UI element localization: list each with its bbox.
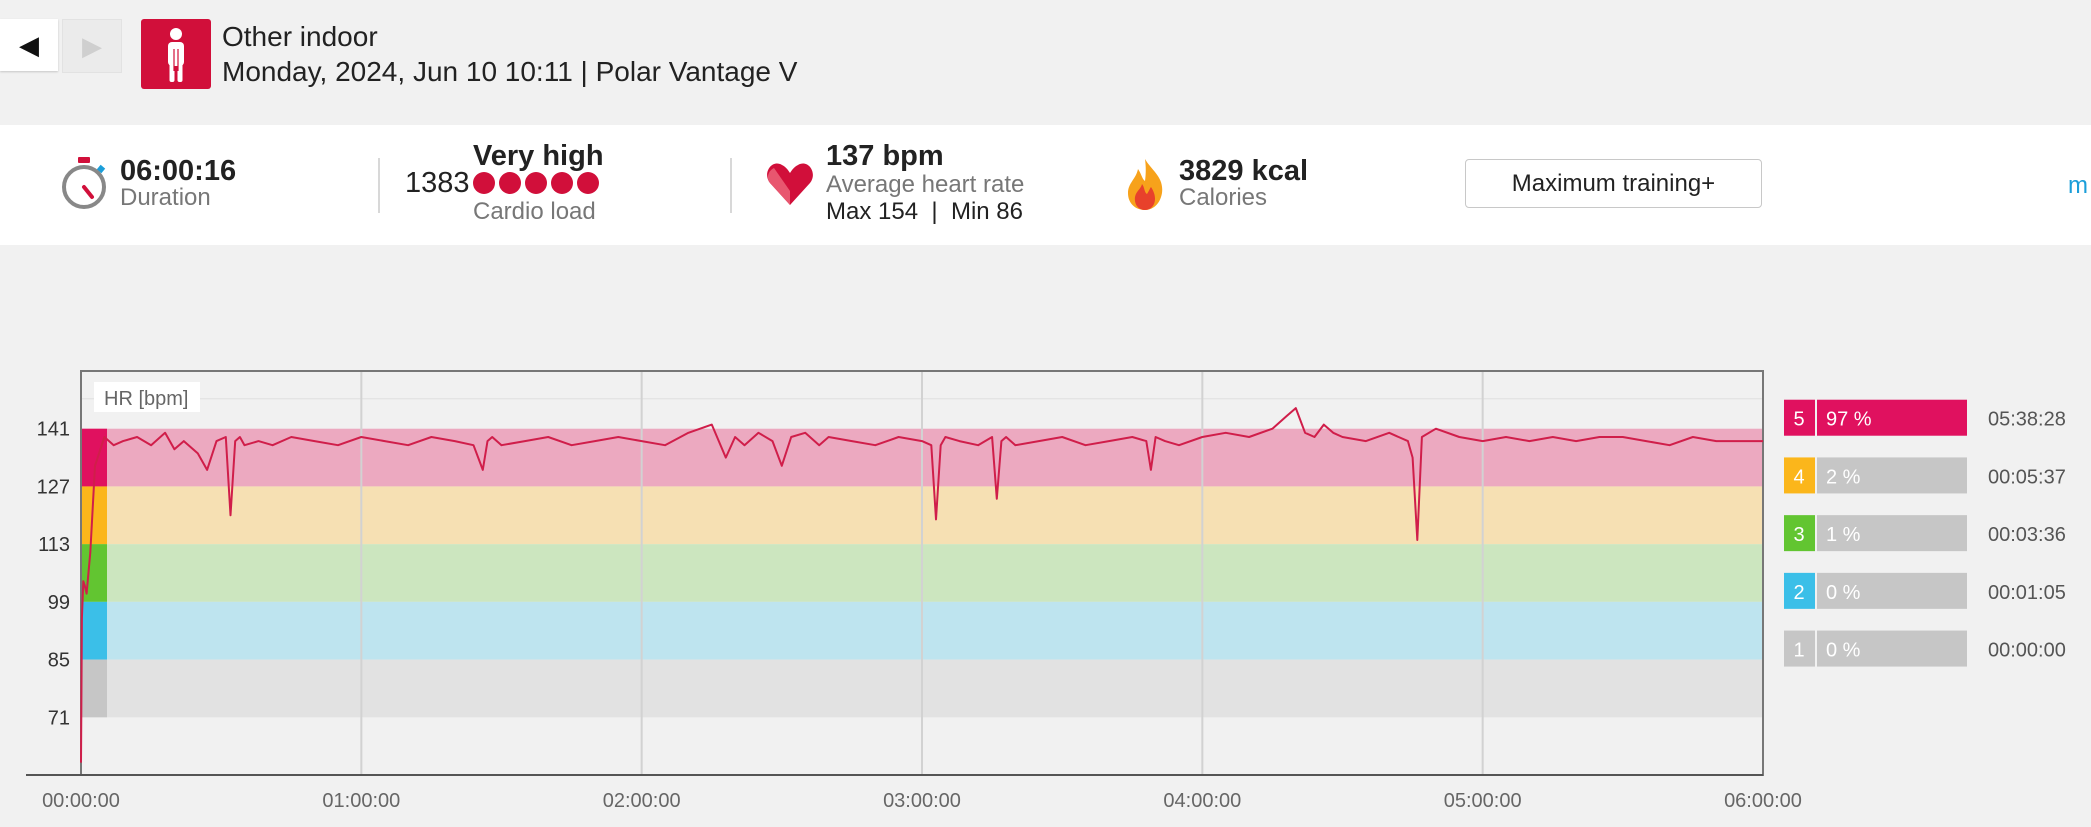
zone-strip-1 [81, 659, 107, 718]
zone-legend-chip-5 [1784, 399, 1815, 436]
cardio-dot [551, 172, 573, 194]
session-subtitle: Monday, 2024, Jun 10 10:11 | Polar Vanta… [222, 56, 798, 87]
calories-value: 3829 kcal [1179, 155, 1309, 187]
next-button[interactable]: ▶ [62, 19, 122, 73]
avg-hr-value: 137 bpm [826, 140, 944, 172]
x-tick-label: 03:00:00 [883, 790, 961, 812]
zone-legend-chip-4 [1784, 457, 1815, 494]
sport-badge [141, 19, 211, 89]
summary-bar: 06:00:16 Duration Very high 1383 Cardio … [0, 125, 2091, 245]
y-tick-label: 99 [48, 592, 70, 614]
zone-percent: 97 % [1826, 409, 1872, 431]
zone-percent: 0 % [1826, 640, 1861, 662]
zone-legend-chip-1 [1784, 630, 1815, 667]
training-benefit-button[interactable]: Maximum training+ [1465, 159, 1762, 208]
zone-strip-3 [81, 544, 107, 602]
zone-legend-bar-5 [1817, 399, 1967, 436]
more-link[interactable]: m [2068, 172, 2088, 199]
y-tick-label: 141 [37, 419, 70, 441]
previous-button[interactable]: ◀ [0, 19, 58, 71]
cardio-load-value: 1383 [405, 167, 470, 199]
zone-legend-bar-1 [1817, 630, 1967, 667]
divider [730, 158, 732, 213]
duration-label: Duration [120, 184, 211, 211]
cardio-load-label: Cardio load [473, 198, 596, 225]
cardio-dot [499, 172, 521, 194]
calories-label: Calories [1179, 184, 1268, 211]
cardio-dot [525, 172, 547, 194]
flame-icon [1128, 159, 1163, 210]
triangle-right-icon: ▶ [82, 30, 102, 61]
sport-title: Other indoor [222, 21, 378, 52]
x-tick-label: 02:00:00 [603, 790, 681, 812]
cardio-load-level: Very high [473, 140, 604, 172]
zone-percent: 0 % [1826, 582, 1861, 604]
zone-number: 1 [1793, 640, 1804, 662]
zone-percent: 2 % [1826, 466, 1861, 488]
zone-legend-bar-2 [1817, 572, 1967, 609]
triangle-left-icon: ◀ [19, 29, 39, 60]
x-tick-label: 01:00:00 [322, 790, 400, 812]
cardio-dot [577, 172, 599, 194]
cardio-dot [473, 172, 495, 194]
duration-value: 06:00:16 [120, 155, 237, 187]
x-tick-label: 04:00:00 [1163, 790, 1241, 812]
zone-legend-chip-2 [1784, 572, 1815, 609]
zone-legend-bar-3 [1817, 515, 1967, 552]
person-standing-icon [168, 28, 184, 82]
hr-line [80, 407, 1763, 763]
y-axis-label: HR [bpm] [104, 388, 188, 410]
zone-legend-bar-4 [1817, 457, 1967, 494]
y-tick-label: 71 [48, 707, 70, 729]
x-tick-label: 00:00:00 [42, 790, 120, 812]
stopwatch-icon [62, 157, 106, 209]
zone-time: 00:00:00 [1988, 640, 2066, 662]
zone-number: 2 [1793, 582, 1804, 604]
x-tick-label: 05:00:00 [1444, 790, 1522, 812]
y-tick-label: 127 [37, 476, 70, 498]
heart-icon [767, 163, 813, 205]
zone-time: 00:03:36 [1988, 524, 2066, 546]
y-tick-label: 85 [48, 650, 70, 672]
hr-max-min: Max 154 | Min 86 [826, 198, 1023, 225]
divider [378, 158, 380, 213]
zone-time: 00:01:05 [1988, 582, 2066, 604]
zone-time: 00:05:37 [1988, 466, 2066, 488]
avg-hr-label: Average heart rate [826, 171, 1025, 198]
zone-number: 5 [1793, 409, 1804, 431]
ylabel-background [94, 382, 200, 412]
x-tick-label: 06:00:00 [1724, 790, 1802, 812]
y-tick-label: 113 [38, 534, 70, 556]
zone-number: 4 [1793, 466, 1804, 488]
zone-number: 3 [1793, 524, 1804, 546]
zone-legend-chip-3 [1784, 515, 1815, 552]
zone-strip-2 [81, 601, 107, 660]
zone-percent: 1 % [1826, 524, 1861, 546]
zone-time: 05:38:28 [1988, 409, 2066, 431]
